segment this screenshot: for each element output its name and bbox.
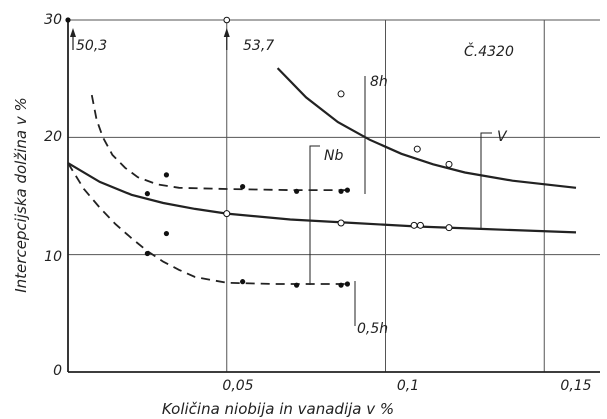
data-point xyxy=(410,221,418,229)
annotation-8h: 8h xyxy=(370,74,388,90)
data-point xyxy=(344,281,350,287)
series-line xyxy=(67,162,577,234)
data-point xyxy=(223,210,231,218)
annotation-nb: Nb xyxy=(324,148,343,164)
data-point xyxy=(144,250,150,257)
x-tick-label: 0,15 xyxy=(560,378,591,394)
data-point xyxy=(294,188,300,194)
data-point xyxy=(240,279,246,285)
data-point xyxy=(337,219,345,227)
data-point xyxy=(65,17,71,23)
y-tick-label: 10 xyxy=(44,249,62,265)
x-tick-label: 0,1 xyxy=(397,378,419,394)
data-point xyxy=(344,187,350,193)
annotation-0-5h: 0,5h xyxy=(357,321,388,337)
leader-line xyxy=(480,132,492,229)
chart-title: Č.4320 xyxy=(464,42,514,60)
y-tick-label: 0 xyxy=(53,363,62,379)
data-point xyxy=(338,282,344,288)
offscale-label: 50,3 xyxy=(76,38,107,54)
x-tick-label: 0,05 xyxy=(222,378,253,394)
offscale-arrowhead xyxy=(223,28,230,37)
annotation-leaders xyxy=(70,28,492,326)
offscale-arrowhead xyxy=(70,28,76,37)
data-point xyxy=(163,172,170,178)
grid xyxy=(67,19,600,373)
curves xyxy=(67,67,577,285)
data-point xyxy=(294,282,300,288)
offscale-label: 53,7 xyxy=(243,38,274,54)
series-line xyxy=(276,67,577,189)
y-axis-label: Intercepcijska dolžina v % xyxy=(12,97,30,293)
data-point xyxy=(144,191,150,197)
data-point xyxy=(445,160,453,168)
data-points xyxy=(65,16,453,288)
series-line xyxy=(67,162,348,285)
series-line xyxy=(90,94,348,191)
annotation-v: V xyxy=(497,129,508,145)
data-point xyxy=(163,230,170,237)
data-point xyxy=(416,221,424,229)
data-point xyxy=(337,90,345,98)
y-tick-label: 30 xyxy=(44,12,62,28)
y-tick-label: 20 xyxy=(44,129,62,145)
data-point xyxy=(445,224,453,232)
data-point xyxy=(338,188,344,194)
leader-line xyxy=(309,145,320,285)
x-axis-label: Količina niobija in vanadija v % xyxy=(162,400,394,418)
data-point xyxy=(223,16,231,24)
data-point xyxy=(240,184,246,190)
data-point xyxy=(413,145,421,153)
